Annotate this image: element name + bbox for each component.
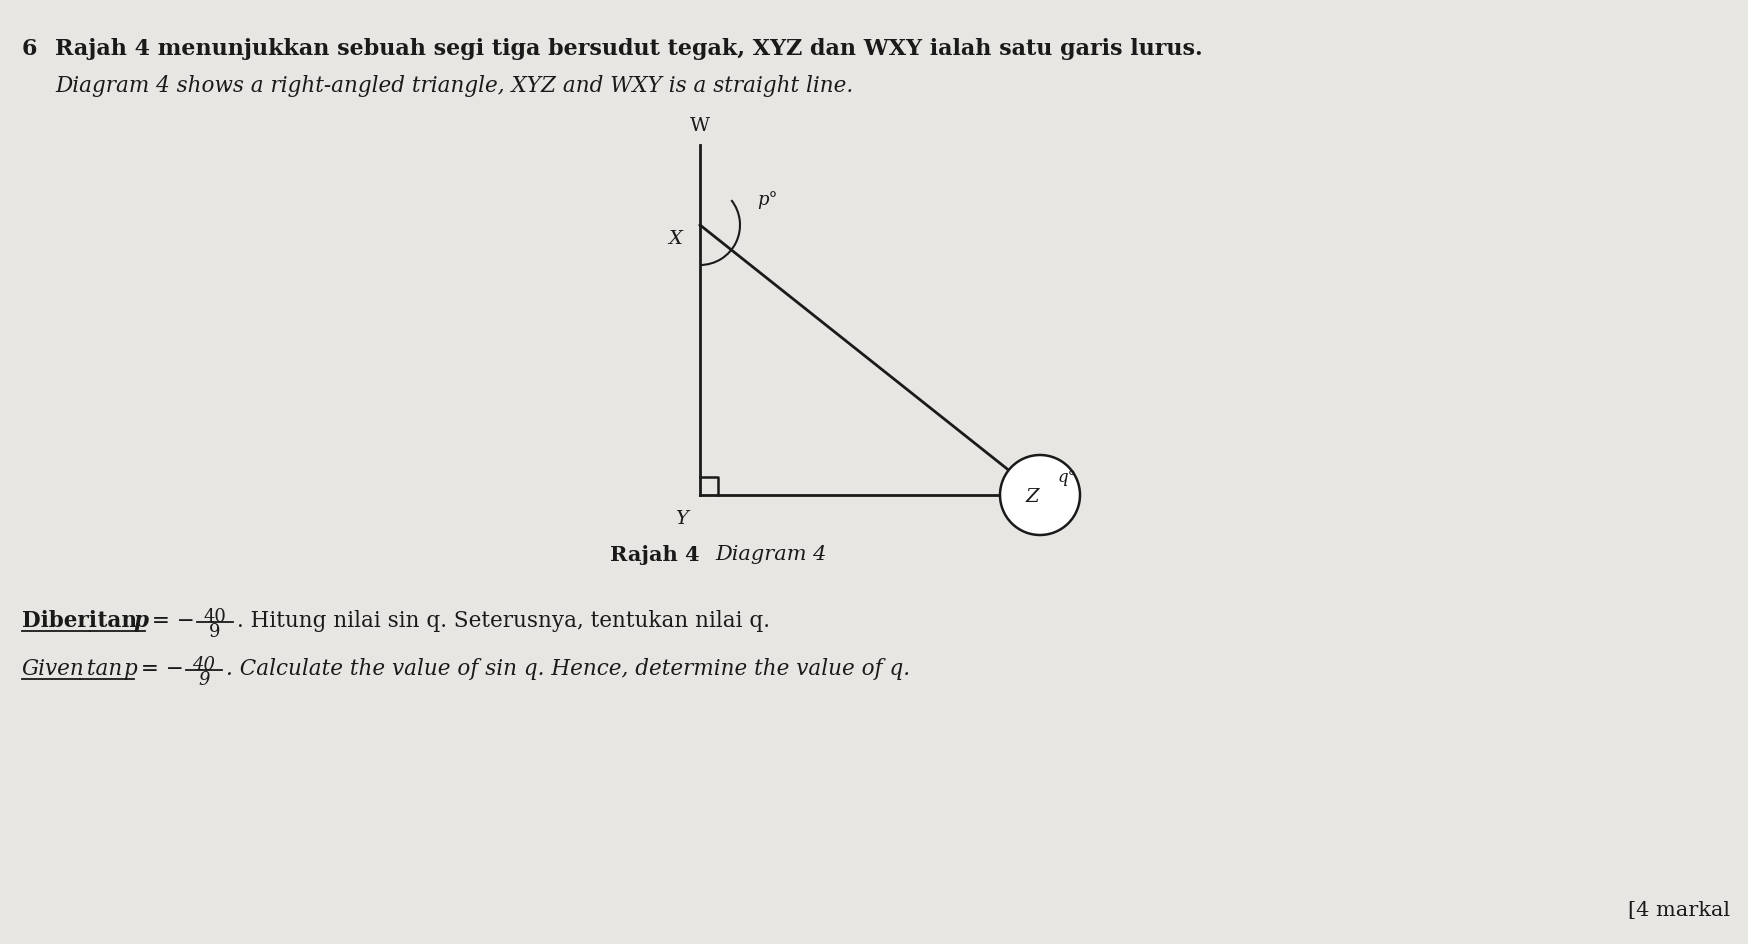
Text: W: W [690,117,710,135]
Text: Diagram 4 shows a right-angled triangle, XYZ and WXY is a straight line.: Diagram 4 shows a right-angled triangle,… [54,75,853,97]
Text: = −: = − [145,610,194,632]
Text: 9: 9 [210,623,220,641]
Text: Z: Z [1024,488,1038,506]
Text: p: p [133,610,149,632]
Text: 40: 40 [203,608,225,626]
Text: Diberi: Diberi [23,610,96,632]
Text: 6: 6 [23,38,37,60]
Text: tan: tan [89,610,145,632]
Text: Rajah 4: Rajah 4 [610,545,699,565]
Text: Given: Given [23,658,84,680]
Circle shape [1000,455,1079,535]
Text: [4 markal: [4 markal [1627,901,1729,920]
Text: 40: 40 [192,656,215,674]
Text: tan: tan [80,658,129,680]
Text: . Calculate the value of sin q. Hence, determine the value of q.: . Calculate the value of sin q. Hence, d… [225,658,909,680]
Text: p°: p° [757,191,778,209]
Text: Diagram 4: Diagram 4 [715,545,825,564]
Text: = −: = − [135,658,184,680]
Text: Rajah 4 menunjukkan sebuah segi tiga bersudut tegak, XYZ dan WXY ialah satu gari: Rajah 4 menunjukkan sebuah segi tiga ber… [54,38,1203,60]
Text: 9: 9 [198,671,210,689]
Text: . Hitung nilai sin q. Seterusnya, tentukan nilai q.: . Hitung nilai sin q. Seterusnya, tentuk… [238,610,769,632]
Text: Y: Y [675,510,687,528]
Text: p: p [122,658,136,680]
Text: q°: q° [1058,468,1077,485]
Text: X: X [668,230,682,248]
